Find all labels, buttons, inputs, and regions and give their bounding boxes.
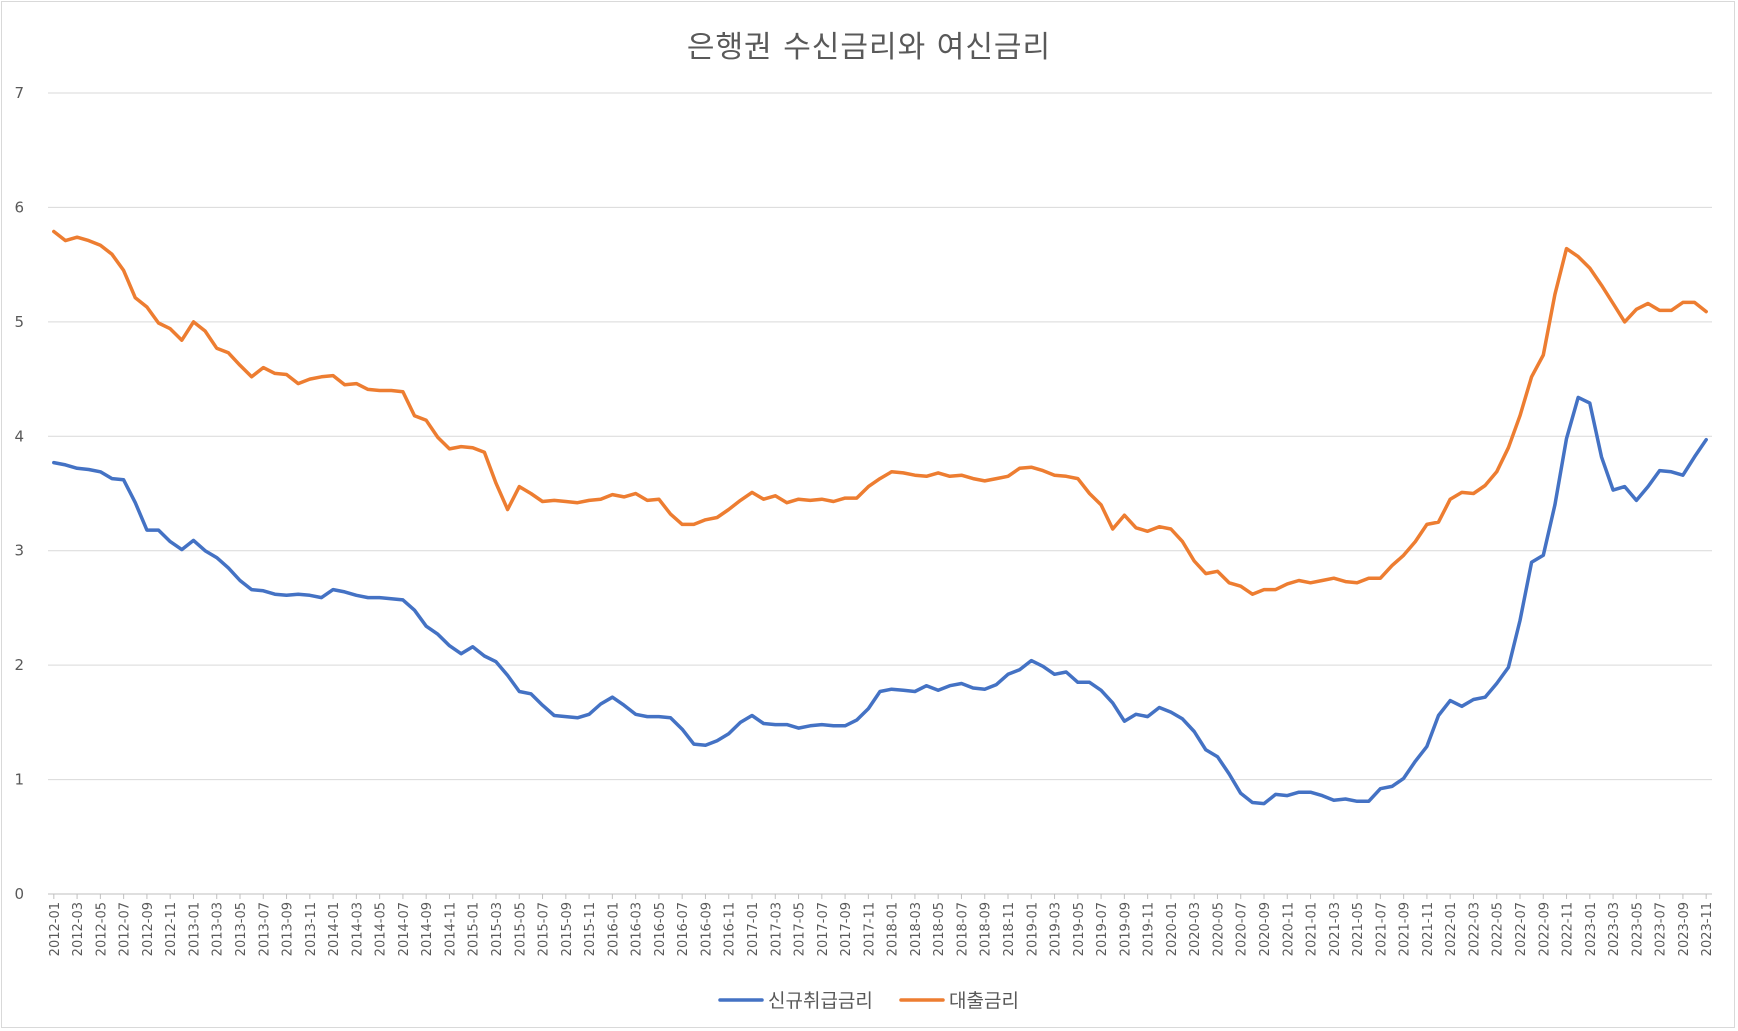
x-tick-label: 2012-01 bbox=[48, 902, 63, 956]
series-line-1 bbox=[52, 229, 1708, 596]
x-tick-label: 2013-03 bbox=[211, 902, 226, 956]
x-tick-label: 2017-11 bbox=[862, 902, 877, 956]
x-tick-label: 2014-07 bbox=[397, 902, 412, 956]
y-tick-label: 3 bbox=[14, 542, 24, 560]
x-tick-label: 2013-09 bbox=[281, 902, 296, 956]
x-tick-label: 2022-01 bbox=[1444, 902, 1459, 956]
x-tick-label: 2015-03 bbox=[490, 902, 505, 956]
y-tick-label: 7 bbox=[14, 84, 24, 102]
x-tick-label: 2020-01 bbox=[1165, 902, 1180, 956]
x-tick-label: 2019-01 bbox=[1025, 902, 1040, 956]
x-tick-label: 2020-11 bbox=[1281, 902, 1296, 956]
x-tick-label: 2014-05 bbox=[374, 902, 389, 956]
x-tick-label: 2015-05 bbox=[513, 902, 528, 956]
x-tick-label: 2014-01 bbox=[327, 902, 342, 956]
x-tick-label: 2014-03 bbox=[350, 902, 365, 956]
legend-label-1: 대출금리 bbox=[949, 990, 1019, 1012]
x-tick-label: 2016-11 bbox=[723, 902, 738, 956]
x-tick-label: 2020-09 bbox=[1258, 902, 1273, 956]
x-tick-label: 2021-09 bbox=[1398, 902, 1413, 956]
x-tick-label: 2019-09 bbox=[1118, 902, 1133, 956]
x-tick-label: 2018-09 bbox=[979, 902, 994, 956]
x-tick-label: 2016-01 bbox=[606, 902, 621, 956]
x-tick-label: 2021-01 bbox=[1305, 902, 1320, 956]
x-tick-label: 2018-01 bbox=[886, 902, 901, 956]
legend-label-0: 신규취급금리 bbox=[768, 990, 873, 1012]
y-tick-label: 0 bbox=[14, 885, 24, 903]
x-tick-label: 2021-11 bbox=[1421, 902, 1436, 956]
x-tick-label: 2020-03 bbox=[1188, 902, 1203, 956]
x-tick-label: 2022-07 bbox=[1514, 902, 1529, 956]
x-tick-label: 2012-03 bbox=[71, 902, 86, 956]
x-tick-label: 2021-07 bbox=[1374, 902, 1389, 956]
x-tick-label: 2020-07 bbox=[1235, 902, 1250, 956]
x-tick-label: 2018-11 bbox=[1002, 902, 1017, 956]
y-tick-label: 1 bbox=[14, 771, 24, 789]
series-lines bbox=[52, 229, 1708, 806]
x-tick-label: 2023-05 bbox=[1630, 902, 1645, 956]
x-tick-label: 2022-05 bbox=[1491, 902, 1506, 956]
y-tick-label: 4 bbox=[14, 427, 24, 445]
y-tick-label: 2 bbox=[14, 656, 24, 674]
x-tick-label: 2018-03 bbox=[909, 902, 924, 956]
chart-title: 은행권 수신금리와 여신금리 bbox=[686, 30, 1052, 65]
x-tick-label: 2022-09 bbox=[1537, 902, 1552, 956]
x-tick-label: 2019-03 bbox=[1049, 902, 1064, 956]
y-tick-label: 6 bbox=[14, 198, 24, 216]
x-tick-label: 2023-09 bbox=[1677, 902, 1692, 956]
x-tick-label: 2015-09 bbox=[560, 902, 575, 956]
x-tick-label: 2022-03 bbox=[1467, 902, 1482, 956]
x-tick-label: 2023-03 bbox=[1607, 902, 1622, 956]
x-tick-label: 2012-09 bbox=[141, 902, 156, 956]
y-axis-ticks: 0 1 2 3 4 5 6 7 bbox=[14, 84, 24, 903]
x-tick-label: 2023-11 bbox=[1700, 902, 1715, 956]
x-tick-label: 2020-05 bbox=[1211, 902, 1226, 956]
x-axis-ticks: 2012-01 2012-03 2012-05 2012-07 2012-09 2012-… bbox=[48, 894, 1715, 956]
x-tick-label: 2014-09 bbox=[420, 902, 435, 956]
x-tick-label: 2015-07 bbox=[537, 902, 552, 956]
x-tick-label: 2012-11 bbox=[164, 902, 179, 956]
x-tick-label: 2017-01 bbox=[746, 902, 761, 956]
x-tick-label: 2017-03 bbox=[769, 902, 784, 956]
x-tick-label: 2023-07 bbox=[1654, 902, 1669, 956]
x-tick-label: 2013-07 bbox=[257, 902, 272, 956]
x-tick-label: 2012-05 bbox=[94, 902, 109, 956]
x-tick-label: 2023-01 bbox=[1584, 902, 1599, 956]
x-tick-label: 2018-05 bbox=[932, 902, 947, 956]
x-tick-label: 2021-05 bbox=[1351, 902, 1366, 956]
gridlines bbox=[48, 92, 1712, 895]
x-tick-label: 2021-03 bbox=[1328, 902, 1343, 956]
x-tick-label: 2019-05 bbox=[1072, 902, 1087, 956]
x-tick-label: 2017-07 bbox=[816, 902, 831, 956]
legend: 신규취급금리 대출금리 bbox=[718, 990, 1019, 1012]
x-tick-label: 2017-09 bbox=[839, 902, 854, 956]
x-tick-label: 2014-11 bbox=[443, 902, 458, 956]
x-tick-label: 2022-11 bbox=[1561, 902, 1576, 956]
x-tick-label: 2015-11 bbox=[583, 902, 598, 956]
x-tick-label: 2016-09 bbox=[699, 902, 714, 956]
x-tick-label: 2017-05 bbox=[793, 902, 808, 956]
x-tick-label: 2016-05 bbox=[653, 902, 668, 956]
x-tick-label: 2015-01 bbox=[467, 902, 482, 956]
x-tick-label: 2019-07 bbox=[1095, 902, 1110, 956]
x-tick-label: 2019-11 bbox=[1142, 902, 1157, 956]
x-tick-label: 2013-01 bbox=[187, 902, 202, 956]
y-tick-label: 5 bbox=[14, 313, 24, 331]
x-tick-label: 2013-05 bbox=[234, 902, 249, 956]
x-tick-label: 2013-11 bbox=[304, 902, 319, 956]
series-line-0 bbox=[52, 395, 1708, 806]
x-tick-label: 2016-07 bbox=[676, 902, 691, 956]
x-tick-label: 2018-07 bbox=[955, 902, 970, 956]
x-tick-label: 2012-07 bbox=[118, 902, 133, 956]
x-tick-label: 2016-03 bbox=[630, 902, 645, 956]
